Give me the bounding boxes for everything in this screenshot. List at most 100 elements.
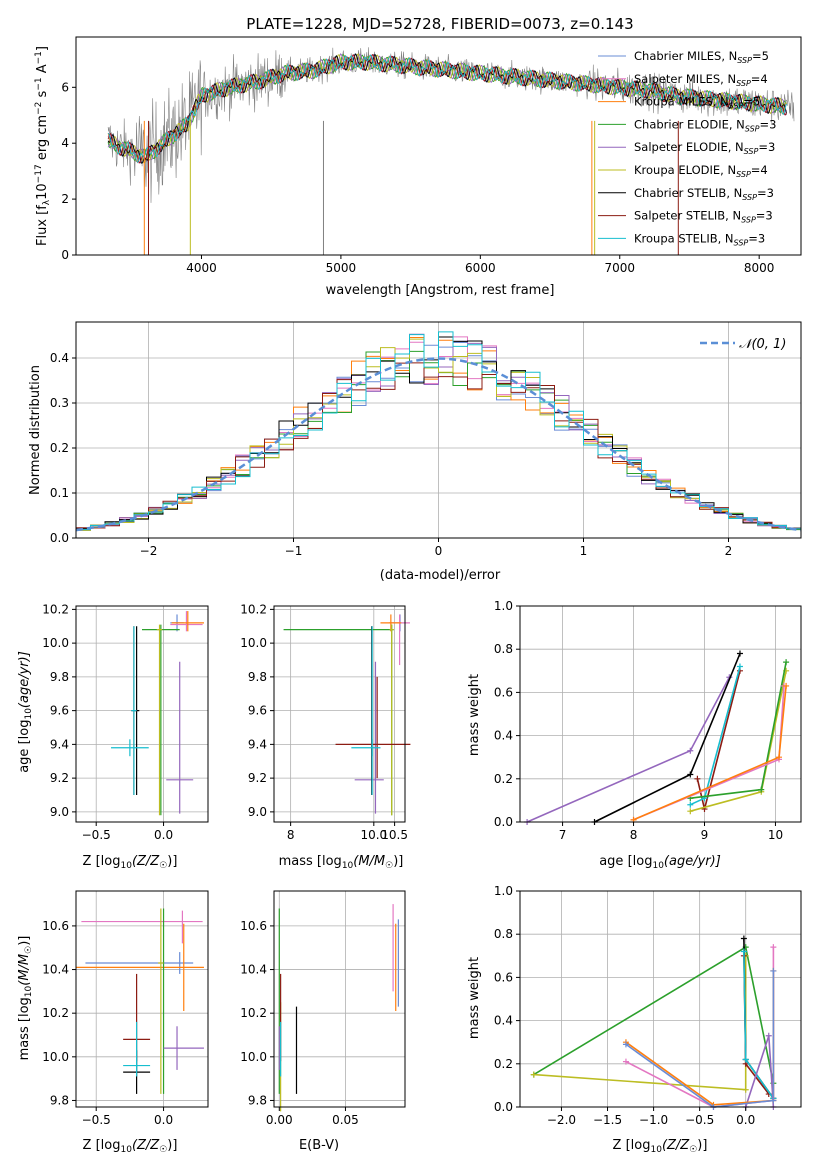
y-tick-label: 10.6 bbox=[42, 919, 69, 933]
y-tick-label: 9.0 bbox=[248, 805, 267, 819]
x-tick-label: 0.0 bbox=[154, 828, 173, 842]
weight-marker-cm bbox=[770, 967, 777, 974]
spectrum-plot-area bbox=[107, 47, 795, 255]
residual-panel: −2 −1 0 1 2 0.0 0.1 0.2 0.3 0.4 (data-model)/erro… bbox=[28, 321, 802, 583]
legend-label-sm: Salpeter MILES, NSSP=4 bbox=[634, 72, 768, 88]
model-spectrum-ks bbox=[107, 54, 787, 163]
x-tick-label: 8 bbox=[630, 828, 638, 842]
p4-xlabel: mass [log10(M/M☉)] bbox=[279, 854, 404, 871]
x-tick-label: 9 bbox=[701, 828, 709, 842]
mass-weight-vs-age-panel: 7 8 9 10 0.0 0.2 0.4 0.6 0.8 1.0 bbox=[494, 599, 802, 842]
x-tick-label: 1 bbox=[580, 544, 588, 558]
weight-marker-cs bbox=[736, 650, 743, 657]
y-tick-label: 0.1 bbox=[50, 486, 69, 500]
x-tick-label: −2 bbox=[140, 544, 158, 558]
weight-marker-ke bbox=[687, 808, 694, 815]
y-tick-label: 0.2 bbox=[50, 441, 69, 455]
weight-marker-sm bbox=[622, 1058, 629, 1065]
y-tick-label: 0.2 bbox=[494, 1057, 513, 1071]
spectrum-frame bbox=[75, 36, 802, 256]
legend-label-ks: Kroupa STELIB, NSSP=3 bbox=[634, 231, 765, 247]
panel-frame bbox=[75, 605, 209, 823]
y-tick-label: 10.0 bbox=[42, 1050, 69, 1064]
mass-weight-vs-z-panel: −2.0 −1.5 −1.0 −0.5 0.0 0.0 0.2 0.4 0.6 0.8 1.0 bbox=[494, 884, 802, 1127]
panel-frame bbox=[273, 605, 406, 823]
weight-marker-km bbox=[783, 682, 790, 689]
x-tick-label: 4000 bbox=[186, 261, 217, 275]
y-tick-label: 10.2 bbox=[240, 602, 267, 616]
weight-marker-ke bbox=[742, 1086, 749, 1093]
normal-legend-label: 𝒩(0, 1) bbox=[739, 337, 786, 352]
y-tick-label: 9.8 bbox=[50, 670, 69, 684]
weight-marker-cm bbox=[622, 1041, 629, 1048]
spectrum-panel: 4000 5000 6000 7000 8000 0 2 4 6 wavelength [Ang… bbox=[34, 36, 802, 298]
x-tick-label: 8 bbox=[287, 828, 295, 842]
y-tick-label: 10.0 bbox=[42, 636, 69, 650]
y-tick-label: 0.0 bbox=[50, 531, 69, 545]
y-tick-label: 0.8 bbox=[494, 927, 513, 941]
x-tick-label: 0.05 bbox=[332, 1113, 359, 1127]
panel-frame bbox=[75, 890, 209, 1108]
y-tick-label: 1.0 bbox=[494, 599, 513, 613]
weight-marker-se bbox=[687, 747, 694, 754]
x-tick-label: 0 bbox=[435, 544, 443, 558]
y-tick-label: 0 bbox=[61, 248, 69, 262]
p7-xlabel: E(B-V) bbox=[299, 1138, 339, 1153]
residual-hist-ke bbox=[76, 338, 801, 531]
weight-marker-sm bbox=[770, 944, 777, 951]
p6-ylabel: mass [log10(M/M☉)] bbox=[17, 936, 34, 1061]
x-tick-label: 10.0 bbox=[360, 828, 387, 842]
weight-marker-se bbox=[765, 1032, 772, 1039]
weight-marker-ks bbox=[742, 1056, 749, 1063]
x-tick-label: 0.0 bbox=[154, 1113, 173, 1127]
weight-marker-ce bbox=[783, 659, 790, 666]
model-spectrum-ce bbox=[107, 53, 787, 162]
y-tick-label: 4 bbox=[61, 136, 69, 150]
weight-marker-ks bbox=[687, 801, 694, 808]
weight-marker-km bbox=[776, 754, 783, 761]
x-tick-label: 7000 bbox=[604, 261, 635, 275]
y-tick-label: 0.0 bbox=[494, 1100, 513, 1114]
x-tick-label: 8000 bbox=[744, 261, 775, 275]
y-tick-label: 0.6 bbox=[494, 685, 513, 699]
residual-ticks: −2 −1 0 1 2 0.0 0.1 0.2 0.3 0.4 bbox=[50, 351, 732, 558]
y-tick-label: 0.0 bbox=[494, 815, 513, 829]
x-tick-label: 6000 bbox=[465, 261, 496, 275]
y-tick-label: 10.0 bbox=[240, 636, 267, 650]
y-tick-label: 6 bbox=[61, 80, 69, 94]
y-tick-label: 0.3 bbox=[50, 396, 69, 410]
p5-xlabel: age [log10(age/yr)] bbox=[599, 854, 721, 871]
y-tick-label: 0.2 bbox=[494, 772, 513, 786]
mass-vs-ebv-panel: 0.00 0.05 9.8 10.0 10.2 10.4 10.6 bbox=[240, 890, 406, 1127]
weight-marker-ke bbox=[530, 1071, 537, 1078]
p3-xlabel: Z [log10(Z/Z☉)] bbox=[83, 854, 178, 871]
x-tick-label: 0.00 bbox=[266, 1113, 293, 1127]
spectrum-xlabel: wavelength [Angstrom, rest frame] bbox=[326, 283, 555, 298]
y-tick-label: 0.6 bbox=[494, 970, 513, 984]
y-tick-label: 10.2 bbox=[42, 1006, 69, 1020]
weight-marker-ks bbox=[740, 948, 747, 955]
x-tick-label: −2.0 bbox=[547, 1113, 576, 1127]
spectrum-ylabel: Flux [fλ10−17 erg cm−2 s−1 A−1] bbox=[34, 46, 52, 246]
residual-plot-area bbox=[75, 322, 802, 539]
x-tick-label: −0.5 bbox=[82, 828, 111, 842]
x-tick-label: −0.5 bbox=[82, 1113, 111, 1127]
spectrum-legend: Chabrier MILES, NSSP=5 Salpeter MILES, NS… bbox=[598, 49, 776, 247]
residual-hist-ss bbox=[76, 362, 801, 530]
age-vs-mass-panel: 8 10.010.59.09.29.49.69.810.010.2 bbox=[240, 602, 411, 842]
x-tick-label: −1 bbox=[285, 544, 303, 558]
y-tick-label: 10.2 bbox=[240, 1006, 267, 1020]
weight-marker-ce bbox=[758, 786, 765, 793]
y-tick-label: 0.4 bbox=[50, 351, 69, 365]
normal-curve bbox=[75, 357, 802, 532]
x-tick-label: −0.5 bbox=[685, 1113, 714, 1127]
x-tick-label: 10.5 bbox=[381, 828, 408, 842]
weight-marker-cs bbox=[740, 935, 747, 942]
x-tick-label: 10 bbox=[768, 828, 783, 842]
y-tick-label: 0.8 bbox=[494, 642, 513, 656]
y-tick-label: 9.8 bbox=[248, 670, 267, 684]
y-tick-label: 9.8 bbox=[248, 1093, 267, 1107]
weight-marker-ks bbox=[736, 663, 743, 670]
y-tick-label: 9.4 bbox=[248, 737, 267, 751]
